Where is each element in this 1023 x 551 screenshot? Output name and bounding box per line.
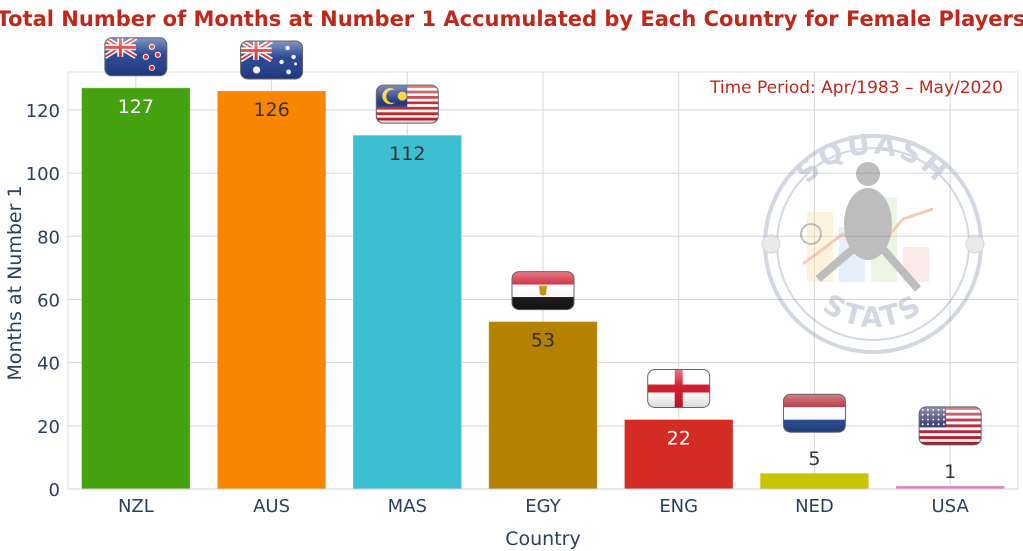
y-tick-label: 40 <box>37 354 60 375</box>
x-tick-label: NZL <box>118 496 154 517</box>
x-tick-label: AUS <box>253 496 290 517</box>
data-label: 112 <box>389 143 425 165</box>
axes: 0 20 40 60 80 100 120 NZL AUS MAS EGY ENG NED USA <box>26 101 1018 517</box>
svg-text:STATS: STATS <box>818 287 929 334</box>
data-label: 22 <box>667 428 691 450</box>
new-zealand-flag-icon <box>104 37 168 77</box>
data-label: 127 <box>118 96 154 118</box>
data-label: 126 <box>253 99 289 121</box>
bar-mas <box>352 134 463 490</box>
time-period-annotation: Time Period: Apr/1983 – May/2020 <box>709 78 1003 98</box>
bar-ned <box>759 472 870 490</box>
y-axis-title: Months at Number 1 <box>4 185 26 380</box>
bars: 127 126 112 53 22 5 1 <box>81 37 1005 490</box>
x-tick-label: USA <box>932 496 970 517</box>
data-label: 5 <box>808 448 820 470</box>
y-tick-label: 80 <box>37 227 60 248</box>
y-tick-label: 60 <box>37 290 60 311</box>
netherlands-flag-icon <box>782 393 846 433</box>
data-label: 53 <box>531 330 555 352</box>
malaysia-flag-icon <box>375 84 439 124</box>
bar-eng <box>623 419 734 490</box>
data-label: 1 <box>944 461 956 483</box>
egypt-flag-icon <box>511 271 575 311</box>
x-tick-label: NED <box>795 496 834 517</box>
bar-egy <box>488 321 598 490</box>
x-axis-title: Country <box>505 528 580 550</box>
england-flag-icon <box>647 369 711 408</box>
bar-aus <box>216 90 327 490</box>
y-tick-label: 100 <box>26 164 60 185</box>
y-tick-label: 0 <box>49 480 60 501</box>
x-tick-label: EGY <box>525 496 561 517</box>
bar-nzl <box>81 87 191 490</box>
australia-flag-icon <box>240 40 304 80</box>
chart-title: Total Number of Months at Number 1 Accum… <box>0 7 1023 31</box>
y-tick-label: 20 <box>37 417 60 438</box>
usa-flag-icon <box>918 406 982 446</box>
x-tick-label: ENG <box>659 496 698 517</box>
y-tick-label: 120 <box>26 101 60 122</box>
x-tick-label: MAS <box>388 496 427 517</box>
